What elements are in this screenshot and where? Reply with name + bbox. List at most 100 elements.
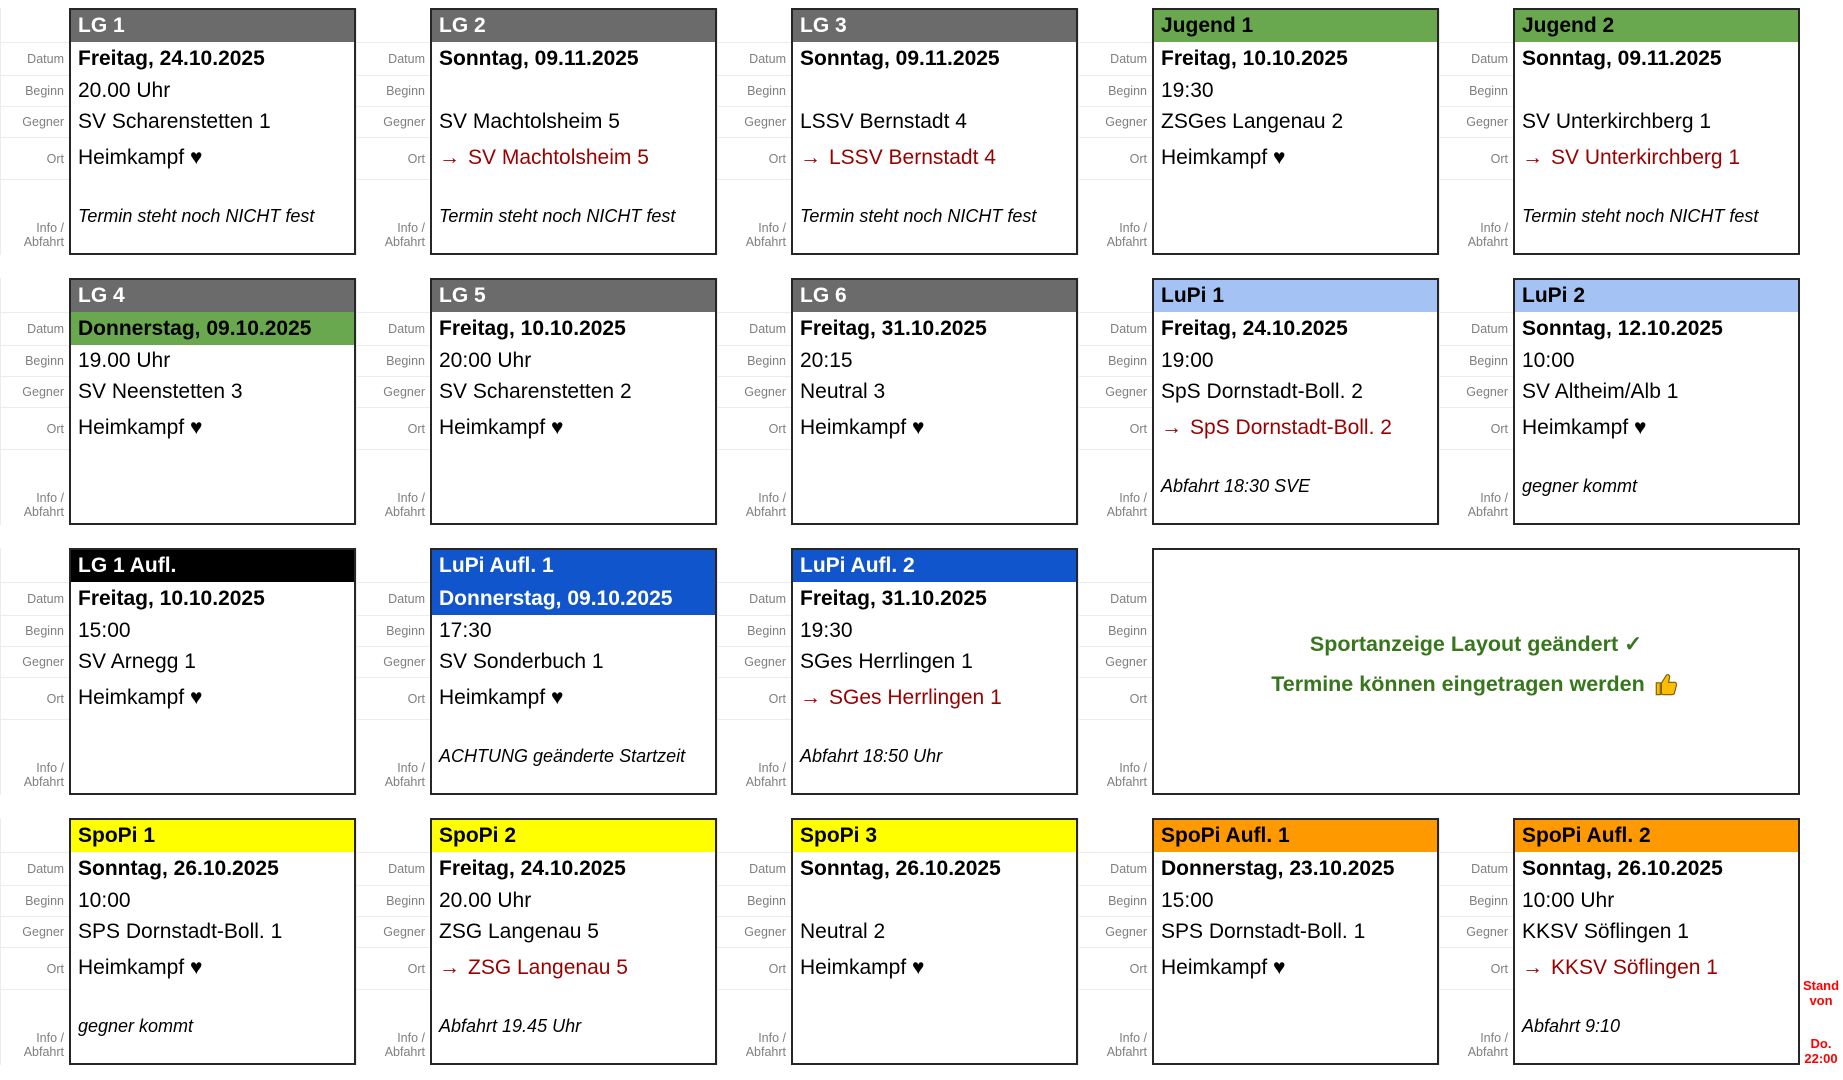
row-label-datum: Datum: [718, 582, 791, 615]
row-label-gegner: Gegner: [357, 376, 430, 407]
card-header: LG 3: [793, 10, 1076, 42]
match-card: SpoPi Aufl. 1 Donnerstag, 23.10.2025 15:00…: [1152, 818, 1439, 1065]
match-card: SpoPi 2 Freitag, 24.10.2025 20.00 Uhr ZSG L…: [430, 818, 717, 1065]
row-label-info-line1: Info /: [397, 221, 425, 235]
card-header: LuPi 2: [1515, 280, 1798, 312]
card-title: LG 5: [439, 284, 486, 307]
card-title: LG 2: [439, 14, 486, 37]
match-card: LG 1 Freitag, 24.10.2025 20.00 Uhr SV Schar…: [69, 8, 356, 255]
card-gegner: SV Scharenstetten 1: [78, 109, 271, 133]
card-header: SpoPi 2: [432, 820, 715, 852]
gutter-spacer: [357, 548, 430, 582]
stand-note-line1: Stand: [1802, 978, 1840, 993]
row-label-gegner: Gegner: [718, 106, 791, 137]
card-info: gegner kommt: [78, 1016, 194, 1036]
card-header: LG 6: [793, 280, 1076, 312]
row-label-info: Info / Abfahrt: [357, 719, 430, 795]
row-label-info-line2: Abfahrt: [745, 505, 786, 519]
gutter-spacer: [357, 818, 430, 852]
card-beginn: 15:00: [1161, 888, 1214, 912]
card-gegner: KKSV Söflingen 1: [1522, 919, 1689, 943]
row-label-gutter: Datum Beginn Gegner Ort Info / Abfahrt: [356, 818, 430, 1065]
row-label-info: Info / Abfahrt: [718, 449, 791, 525]
card-datum: Freitag, 24.10.2025: [1161, 316, 1348, 340]
card-info: Abfahrt 18:50 Uhr: [800, 746, 943, 766]
stand-note: Stand von Do. 22:00: [1800, 978, 1842, 1066]
row-label-gutter: Datum Beginn Gegner Ort Info / Abfahrt: [356, 278, 430, 525]
card-gegner: SV Unterkirchberg 1: [1522, 109, 1712, 133]
card-datum: Sonntag, 26.10.2025: [800, 856, 1001, 880]
row-label-info-line1: Info /: [397, 1031, 425, 1045]
row-label-gutter: Datum Beginn Gegner Ort Info / Abfahrt: [356, 548, 430, 795]
card-title: SpoPi Aufl. 2: [1522, 824, 1651, 847]
row-label-beginn: Beginn: [357, 885, 430, 916]
card-ort: Heimkampf ♥: [1154, 137, 1437, 179]
card-beginn: 19:00: [1161, 348, 1214, 372]
card-gegner: ZSG Langenau 5: [439, 919, 599, 943]
row-label-ort: Ort: [1, 947, 69, 989]
row-label-datum: Datum: [1079, 582, 1152, 615]
card-beginn: 20.00 Uhr: [78, 78, 171, 102]
card-title: SpoPi 3: [800, 824, 878, 847]
row-label-info: Info / Abfahrt: [1079, 449, 1152, 525]
row-label-gutter: Datum Beginn Gegner Ort Info / Abfahrt: [717, 548, 791, 795]
card-title: SpoPi 1: [78, 824, 156, 847]
away-arrow-icon: →: [1161, 416, 1182, 439]
row-label-info: Info / Abfahrt: [1440, 989, 1513, 1065]
status-message-box: Sportanzeige Layout geändert ✓ Termine kö…: [1152, 548, 1800, 795]
card-header: SpoPi Aufl. 1: [1154, 820, 1437, 852]
row-label-ort: Ort: [718, 137, 791, 179]
row-label-info-line1: Info /: [397, 491, 425, 505]
card-ort-text: Heimkampf ♥: [1161, 956, 1286, 979]
row-label-info-line1: Info /: [36, 1031, 64, 1045]
card-ort-text: Heimkampf ♥: [78, 416, 203, 439]
row-label-beginn: Beginn: [718, 885, 791, 916]
row-label-info-line1: Info /: [1480, 1031, 1508, 1045]
card-info: gegner kommt: [1522, 476, 1638, 496]
row-label-gegner: Gegner: [1079, 376, 1152, 407]
card-gegner: ZSGes Langenau 2: [1161, 109, 1344, 133]
card-beginn: 20.00 Uhr: [439, 888, 532, 912]
card-ort: → SV Unterkirchberg 1: [1515, 137, 1798, 179]
card-beginn: 19.00 Uhr: [78, 348, 171, 372]
card-datum: Freitag, 10.10.2025: [78, 586, 265, 610]
card-datum: Donnerstag, 09.10.2025: [71, 312, 354, 345]
card-ort-text: SGes Herrlingen 1: [829, 686, 1002, 709]
row-label-info: Info / Abfahrt: [1079, 989, 1152, 1065]
row-label-info: Info / Abfahrt: [1, 179, 69, 255]
thumbs-up-icon: [1655, 673, 1677, 695]
row-label-gegner: Gegner: [1079, 916, 1152, 947]
gutter-spacer: [1, 818, 69, 852]
card-gegner: SGes Herrlingen 1: [800, 649, 973, 673]
row-label-info-line2: Abfahrt: [1106, 505, 1147, 519]
row-label-info-line2: Abfahrt: [1106, 775, 1147, 789]
row-label-beginn: Beginn: [1079, 615, 1152, 646]
card-title: LG 1 Aufl.: [78, 554, 177, 577]
row-label-info-line1: Info /: [1119, 491, 1147, 505]
card-beginn: 10:00: [1522, 348, 1575, 372]
match-card: LG 4 Donnerstag, 09.10.2025 19.00 Uhr SV Ne…: [69, 278, 356, 525]
row-label-gegner: Gegner: [1, 646, 69, 677]
row-label-info-line1: Info /: [1119, 761, 1147, 775]
card-ort: → LSSV Bernstadt 4: [793, 137, 1076, 179]
card-beginn: 10:00 Uhr: [1522, 888, 1615, 912]
card-title: LG 4: [78, 284, 125, 307]
gutter-spacer: [718, 8, 791, 42]
row-label-datum: Datum: [1079, 312, 1152, 345]
row-label-ort: Ort: [1079, 137, 1152, 179]
row-label-gegner: Gegner: [1440, 916, 1513, 947]
row-label-info: Info / Abfahrt: [1, 989, 69, 1065]
card-beginn: [793, 75, 1076, 106]
card-header: LuPi Aufl. 1: [432, 550, 715, 582]
card-title: LG 6: [800, 284, 847, 307]
row-label-info: Info / Abfahrt: [357, 449, 430, 525]
card-ort-text: SV Unterkirchberg 1: [1551, 146, 1741, 169]
row-label-gegner: Gegner: [357, 106, 430, 137]
card-info: Termin steht noch NICHT fest: [78, 206, 315, 226]
row-label-info-line1: Info /: [36, 221, 64, 235]
row-label-gutter: Datum Beginn Gegner Ort Info / Abfahrt: [0, 8, 69, 255]
row-label-gutter: Datum Beginn Gegner Ort Info / Abfahrt: [1078, 8, 1152, 255]
card-title: LG 3: [800, 14, 847, 37]
row-label-info-line2: Abfahrt: [23, 505, 64, 519]
